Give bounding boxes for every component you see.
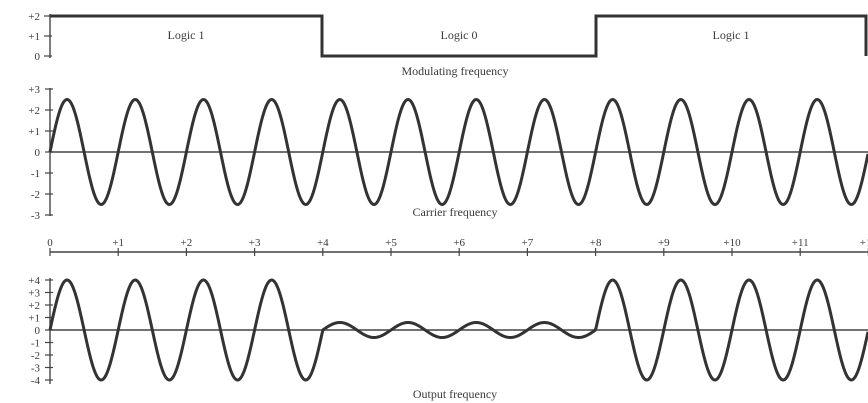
output-y-tick-label: -4 [31, 375, 41, 387]
output-panel: +4+3+2+10-1-2-3-4 Output frequency [28, 275, 868, 401]
carrier-y-tick-label: -1 [31, 168, 40, 180]
time-axis-tick-label: 0 [47, 237, 53, 249]
modulating-y-tick-label: +1 [28, 31, 40, 43]
output-y-tick-label: +3 [28, 288, 40, 300]
output-y-tick-label: -1 [31, 338, 40, 350]
logic-1-label: Logic 1 [713, 28, 750, 42]
carrier-panel: +3 +2 +1 0 -1 -2 -3 Carrier frequency [28, 84, 868, 222]
modulating-y-tick-label: +2 [28, 11, 40, 23]
carrier-y-tick-label: -3 [31, 210, 41, 222]
time-axis-tick-label: +8 [590, 237, 602, 249]
carrier-y-tick-label: 0 [35, 147, 41, 159]
time-axis-tick-label: +12 [860, 237, 868, 249]
time-axis-tick-label: +4 [317, 237, 329, 249]
time-axis-tick-label: +10 [723, 237, 741, 249]
carrier-caption: Carrier frequency [413, 205, 498, 219]
output-ask-wave [48, 278, 868, 382]
carrier-y-tick-label: +1 [28, 126, 40, 138]
time-axis-tick-label: +11 [792, 237, 809, 249]
output-y-tick-label: +2 [28, 300, 40, 312]
time-axis-tick-label: +7 [522, 237, 534, 249]
time-axis-tick-label: +1 [112, 237, 124, 249]
modulating-caption: Modulating frequency [402, 64, 509, 78]
time-axis: 0 +1 +2 +3 +4 +5 +6 +7 +8 +9 +10 +11 +12 [47, 237, 868, 256]
time-axis-tick-label: +6 [453, 237, 465, 249]
logic-1-label: Logic 1 [168, 28, 205, 42]
output-y-tick-label: -2 [31, 350, 40, 362]
time-axis-tick-label: +2 [181, 237, 193, 249]
carrier-y-tick-label: -2 [31, 189, 40, 201]
output-y-tick-label: 0 [35, 325, 41, 337]
carrier-y-tick-label: +2 [28, 105, 40, 117]
logic-0-label: Logic 0 [441, 28, 478, 42]
modulating-panel: +2 +1 0 Logic 1 Logic 0 Logic 1 Modulati… [28, 11, 868, 78]
carrier-y-tick-label: +3 [28, 84, 40, 96]
time-axis-tick-label: +5 [385, 237, 397, 249]
output-caption: Output frequency [413, 387, 497, 401]
output-y-tick-label: -3 [31, 363, 41, 375]
carrier-sine-wave [48, 98, 868, 206]
output-y-tick-label: +1 [28, 313, 40, 325]
modulating-square-wave [50, 14, 868, 58]
time-axis-tick-label: +9 [658, 237, 670, 249]
time-axis-tick-label: +3 [249, 237, 261, 249]
output-y-tick-label: +4 [28, 275, 40, 287]
modulating-y-tick-label: 0 [35, 51, 41, 63]
